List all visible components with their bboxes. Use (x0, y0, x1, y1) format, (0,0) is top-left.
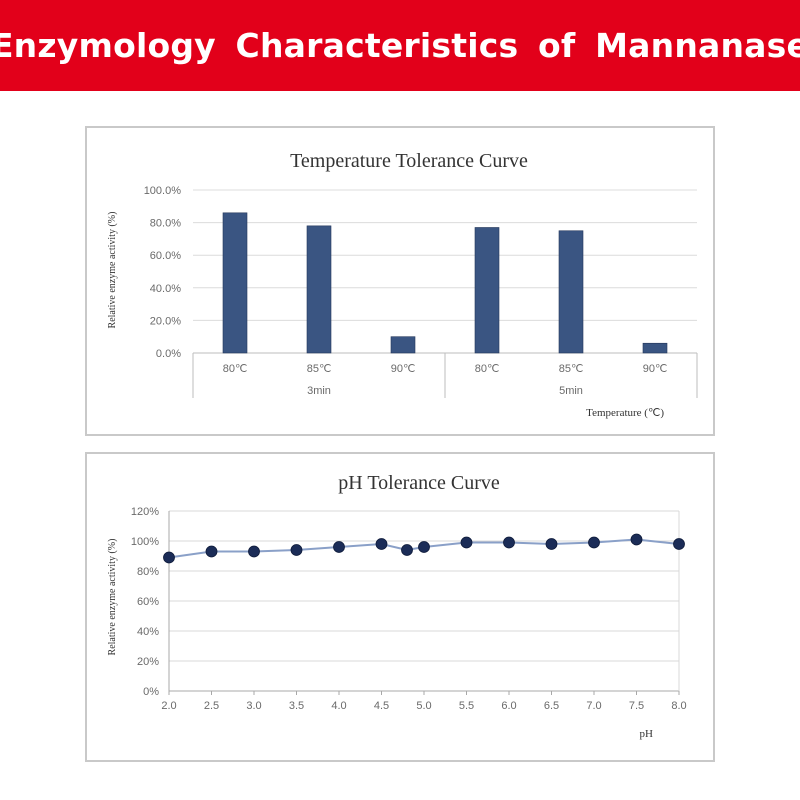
bar (474, 227, 500, 354)
chart-title: pH Tolerance Curve (338, 472, 500, 494)
y-tick-label: 60% (137, 596, 159, 608)
x-tick-label: 4.0 (331, 700, 346, 712)
x-tick-label: 85℃ (307, 363, 332, 375)
y-tick-label: 0.0% (156, 348, 181, 360)
x-tick-label: 2.0 (161, 700, 176, 712)
bar (558, 230, 584, 354)
x-tick-label: 80℃ (475, 363, 500, 375)
data-point (503, 536, 515, 549)
y-tick-label: 60.0% (150, 250, 181, 262)
y-tick-label: 100% (131, 536, 159, 548)
x-tick-label: 5.0 (416, 700, 431, 712)
bar (390, 336, 416, 354)
header-banner: Enzymology Characteristics of Mannanase (0, 0, 800, 91)
x-tick-label: 8.0 (671, 700, 686, 712)
page-title: Enzymology Characteristics of Mannanase (0, 26, 800, 65)
data-point (333, 541, 345, 553)
x-tick-label: 6.0 (501, 700, 516, 712)
x-tick-label: 85℃ (559, 363, 584, 375)
data-point (545, 538, 558, 550)
data-point (163, 551, 175, 564)
y-tick-label: 80.0% (150, 218, 181, 230)
chart-title: Temperature Tolerance Curve (290, 150, 528, 172)
x-tick-label: 5.5 (459, 700, 474, 712)
series-line (168, 538, 680, 559)
data-point (460, 536, 473, 549)
y-tick-label: 40.0% (150, 283, 181, 295)
data-point (630, 533, 643, 546)
y-tick-label: 80% (137, 566, 159, 578)
x-tick-label: 3.0 (246, 700, 261, 712)
ph-chart-panel: pH Tolerance Curve Relative enzyme activ… (85, 452, 715, 762)
data-point (205, 545, 218, 558)
x-tick-label: 80℃ (223, 363, 248, 375)
x-tick-label: 7.0 (586, 700, 601, 712)
y-tick-label: 0% (143, 686, 159, 698)
y-tick-label: 20.0% (150, 315, 181, 327)
data-point (401, 544, 413, 556)
x-tick-label: 4.5 (374, 700, 389, 712)
data-point (248, 545, 260, 558)
temperature-tolerance-chart: Temperature Tolerance Curve Relative enz… (107, 150, 698, 419)
y-tick-label: 40% (137, 626, 159, 638)
x-tick-label: 90℃ (391, 363, 416, 375)
x-tick-label: 3.5 (289, 700, 304, 712)
bar (222, 212, 248, 354)
y-axis-label: Relative enzyme activity (%) (107, 539, 118, 656)
y-axis-label: Relative enzyme activity (%) (107, 212, 118, 329)
x-tick-label: 2.5 (204, 700, 219, 712)
x-group-label: 3min (307, 385, 331, 397)
x-tick-label: 7.5 (629, 700, 644, 712)
data-point (673, 538, 685, 550)
x-group-label: 5min (559, 385, 583, 397)
bar (306, 225, 332, 354)
data-point (375, 538, 388, 550)
data-point (290, 544, 303, 556)
x-axis-label: Temperature (℃) (586, 407, 664, 419)
x-tick-label: 6.5 (544, 700, 559, 712)
y-tick-label: 20% (137, 656, 159, 668)
x-tick-label: 90℃ (643, 363, 668, 375)
data-point (588, 536, 600, 549)
temperature-chart-panel: Temperature Tolerance Curve Relative enz… (85, 126, 715, 436)
bar (642, 342, 668, 354)
y-tick-label: 120% (131, 506, 159, 518)
ph-tolerance-chart: pH Tolerance Curve Relative enzyme activ… (107, 472, 687, 740)
x-axis-label: pH (640, 728, 654, 740)
data-point (418, 541, 430, 553)
y-tick-label: 100.0% (144, 185, 182, 197)
